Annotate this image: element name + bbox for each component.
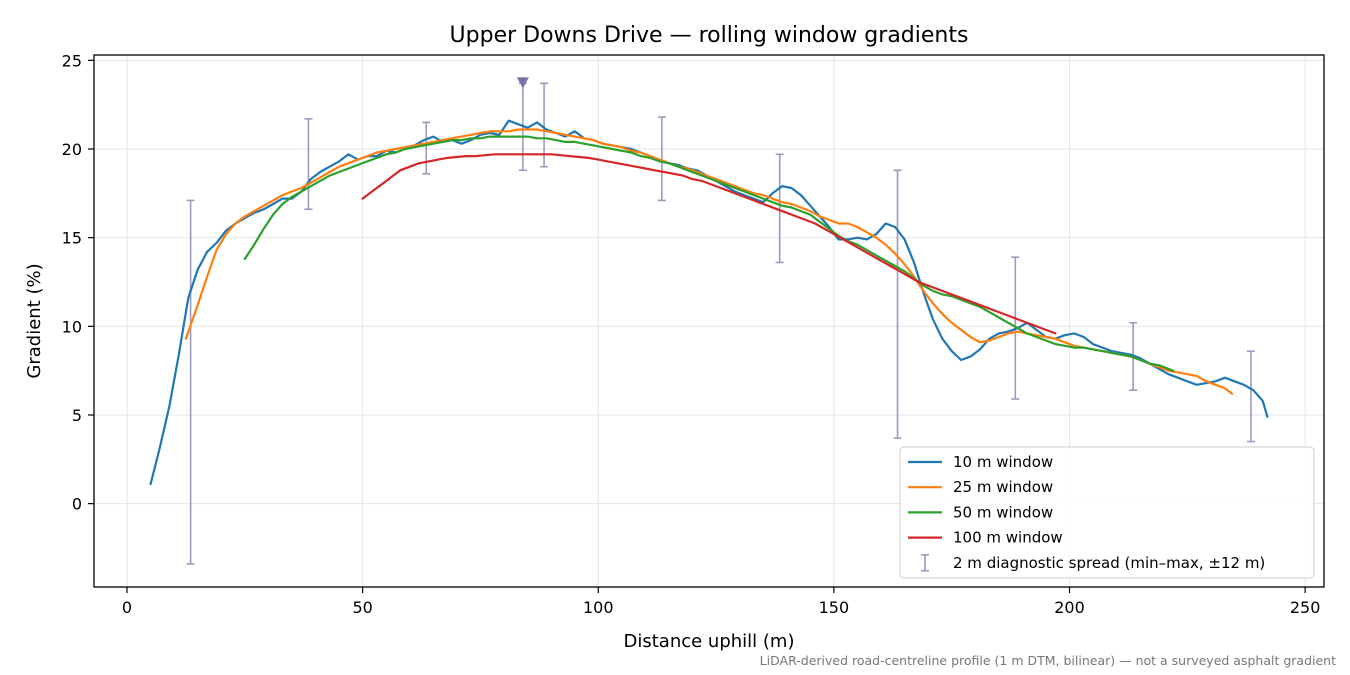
y-tick-label: 0 (72, 495, 82, 514)
chart-title: Upper Downs Drive — rolling window gradi… (450, 23, 969, 48)
y-tick-label: 20 (62, 140, 82, 159)
error-bar (775, 153, 784, 264)
series-line-1 (149, 119, 1269, 486)
peak-marker (516, 77, 529, 89)
error-bar (540, 82, 549, 168)
legend-label: 25 m window (953, 478, 1053, 496)
error-bar (657, 116, 666, 202)
legend-label: 50 m window (953, 503, 1053, 521)
x-tick-label: 250 (1290, 598, 1321, 617)
y-tick-label: 25 (62, 51, 82, 70)
legend-item: 100 m window (908, 529, 1063, 547)
legend-item: 50 m window (908, 503, 1053, 521)
legend-label: 100 m window (953, 529, 1063, 547)
legend-item: 25 m window (908, 478, 1053, 496)
legend-label: 2 m diagnostic spread (min–max, ±12 m) (953, 554, 1265, 572)
y-tick-label: 10 (62, 317, 82, 336)
caption-note: LiDAR-derived road-centreline profile (1… (760, 653, 1336, 668)
peak-marker-triangle (516, 77, 529, 89)
y-tick-label: 5 (72, 406, 82, 425)
axis-ticks: 0 50 100 150 200 250 0 5 10 15 20 25 (62, 51, 1321, 617)
error-bar (422, 121, 431, 175)
x-tick-label: 200 (1054, 598, 1085, 617)
legend-item: 10 m window (908, 453, 1053, 471)
legend-label: 10 m window (953, 453, 1053, 471)
error-bar (186, 199, 195, 565)
series-line-3 (243, 135, 1175, 372)
y-tick-label: 15 (62, 229, 82, 248)
error-bars (186, 82, 1255, 565)
y-axis-label: Gradient (%) (24, 263, 45, 378)
series-line-4 (361, 153, 1057, 335)
series-line-2 (184, 128, 1234, 395)
plot-frame (93, 54, 1325, 588)
legend: 10 m window 25 m window 50 m window 100 m w… (899, 446, 1315, 579)
legend-item: 2 m diagnostic spread (min–max, ±12 m) (921, 554, 1265, 572)
x-tick-label: 150 (819, 598, 850, 617)
x-tick-label: 100 (583, 598, 614, 617)
legend-box (899, 446, 1315, 579)
x-axis-label: Distance uphill (m) (624, 631, 795, 652)
series-lines (149, 119, 1269, 486)
error-bar (893, 169, 902, 439)
error-bar (1246, 350, 1255, 443)
grid-lines (94, 55, 1324, 587)
x-tick-label: 50 (352, 598, 372, 617)
x-tick-label: 0 (122, 598, 132, 617)
error-bar (304, 118, 313, 211)
